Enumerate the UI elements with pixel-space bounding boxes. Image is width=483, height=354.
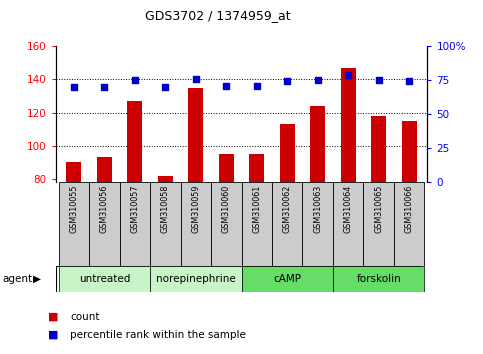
FancyBboxPatch shape — [211, 182, 242, 266]
Bar — [249, 154, 264, 182]
Text: GSM310061: GSM310061 — [252, 185, 261, 233]
Text: GSM310064: GSM310064 — [344, 185, 353, 233]
Point — [131, 77, 139, 83]
Text: GSM310060: GSM310060 — [222, 185, 231, 233]
Point — [253, 83, 261, 88]
Point — [161, 84, 169, 90]
Text: GSM310055: GSM310055 — [70, 185, 78, 233]
Text: GSM310066: GSM310066 — [405, 185, 413, 233]
FancyBboxPatch shape — [242, 182, 272, 266]
Text: forskolin: forskolin — [356, 274, 401, 284]
FancyBboxPatch shape — [150, 266, 242, 292]
FancyBboxPatch shape — [394, 182, 425, 266]
Bar — [127, 101, 142, 182]
Bar — [341, 68, 356, 182]
Bar — [219, 154, 234, 182]
Text: untreated: untreated — [79, 274, 130, 284]
Bar — [310, 106, 326, 182]
Text: ▶: ▶ — [33, 274, 41, 284]
Bar — [280, 124, 295, 182]
Text: GSM310058: GSM310058 — [161, 185, 170, 233]
Bar — [66, 162, 82, 182]
Text: ■: ■ — [48, 312, 59, 322]
FancyBboxPatch shape — [333, 182, 363, 266]
Text: GSM310056: GSM310056 — [100, 185, 109, 233]
Text: GDS3702 / 1374959_at: GDS3702 / 1374959_at — [144, 9, 290, 22]
Text: agent: agent — [2, 274, 32, 284]
Point — [284, 79, 291, 84]
Bar — [97, 158, 112, 182]
Text: GSM310065: GSM310065 — [374, 185, 383, 233]
Text: cAMP: cAMP — [273, 274, 301, 284]
FancyBboxPatch shape — [120, 182, 150, 266]
Text: percentile rank within the sample: percentile rank within the sample — [70, 330, 246, 339]
Point — [375, 77, 383, 83]
Point — [70, 84, 78, 90]
Text: count: count — [70, 312, 99, 322]
Text: GSM310057: GSM310057 — [130, 185, 139, 233]
FancyBboxPatch shape — [150, 182, 181, 266]
Text: norepinephrine: norepinephrine — [156, 274, 236, 284]
Point — [100, 84, 108, 90]
Bar — [157, 176, 173, 182]
Text: GSM310062: GSM310062 — [283, 185, 292, 233]
Text: ■: ■ — [48, 330, 59, 339]
FancyBboxPatch shape — [302, 182, 333, 266]
FancyBboxPatch shape — [58, 266, 150, 292]
FancyBboxPatch shape — [363, 182, 394, 266]
Text: GSM310063: GSM310063 — [313, 185, 322, 233]
Text: GSM310059: GSM310059 — [191, 185, 200, 233]
Point — [314, 77, 322, 83]
FancyBboxPatch shape — [242, 266, 333, 292]
FancyBboxPatch shape — [272, 182, 302, 266]
Point — [405, 79, 413, 84]
FancyBboxPatch shape — [58, 182, 89, 266]
Point — [344, 72, 352, 78]
FancyBboxPatch shape — [181, 182, 211, 266]
Bar — [401, 121, 417, 182]
Bar — [371, 116, 386, 182]
Point — [192, 76, 199, 81]
FancyBboxPatch shape — [333, 266, 425, 292]
Point — [222, 83, 230, 88]
FancyBboxPatch shape — [89, 182, 120, 266]
Bar — [188, 87, 203, 182]
